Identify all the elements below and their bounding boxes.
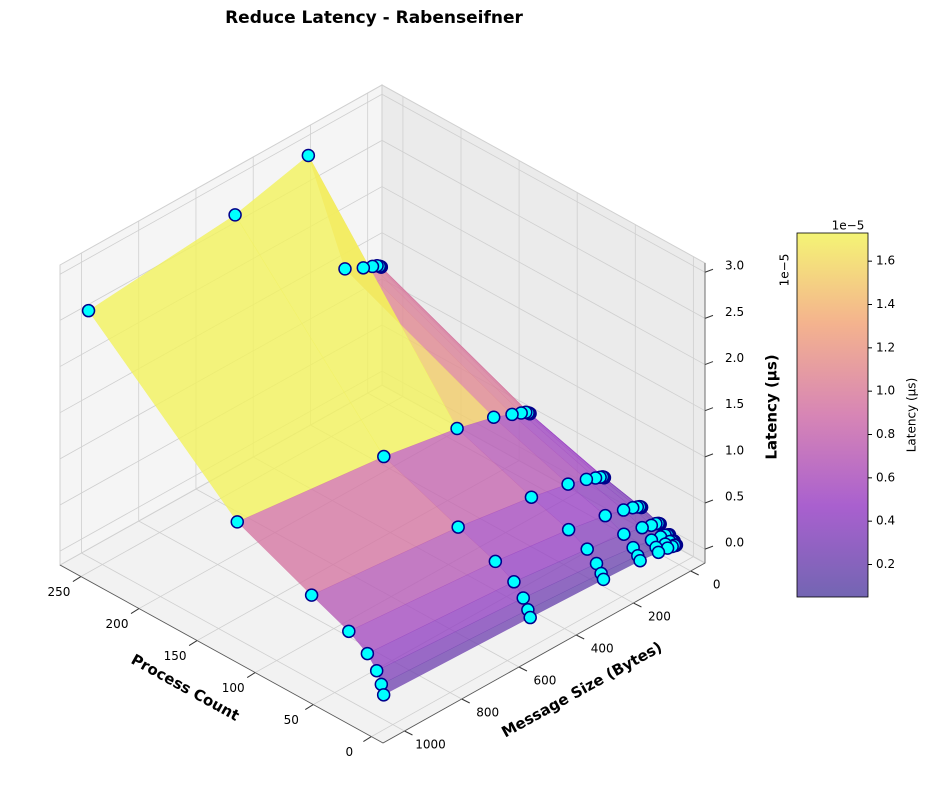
data-point xyxy=(523,610,537,625)
y-tick-label: 150 xyxy=(164,649,187,663)
x-tick-label: 1000 xyxy=(415,738,446,752)
data-point xyxy=(516,591,530,605)
data-point xyxy=(301,148,316,163)
grid-line xyxy=(59,93,383,275)
grid-line xyxy=(371,556,694,737)
data-point xyxy=(369,663,384,678)
x-tick-label: 800 xyxy=(476,706,499,720)
y-tick xyxy=(130,608,140,614)
z-tick xyxy=(704,499,714,504)
data-point xyxy=(304,588,319,602)
x-tick xyxy=(633,602,642,608)
z-offset-label: 1e−5 xyxy=(778,254,792,287)
chart-title: Reduce Latency - Rabenseifner xyxy=(225,8,523,28)
z-tick-label: 2.5 xyxy=(725,305,744,319)
y-tick-label: 200 xyxy=(106,617,129,631)
x-tick xyxy=(690,570,699,576)
colorbar-tick-label: 0.4 xyxy=(876,514,895,528)
data-point xyxy=(596,572,611,587)
grid-line xyxy=(381,278,706,458)
z-tick-label: 1.0 xyxy=(725,443,744,457)
axis-line xyxy=(59,564,384,744)
z-tick-label: 1.5 xyxy=(725,397,744,411)
grid-line xyxy=(381,93,706,273)
colorbar-tick-label: 1.6 xyxy=(876,254,895,268)
y-tick-label: 100 xyxy=(222,681,245,695)
data-point xyxy=(376,688,391,702)
x-tick-label: 0 xyxy=(713,578,721,592)
data-point xyxy=(633,553,647,568)
data-point xyxy=(81,303,96,318)
z-tick-label: 2.0 xyxy=(725,351,744,365)
z-tick xyxy=(704,407,714,412)
data-point xyxy=(338,262,352,276)
y-tick xyxy=(188,640,198,646)
grid-line xyxy=(381,186,706,365)
z-tick xyxy=(704,361,714,366)
data-point xyxy=(356,261,371,275)
y-tick xyxy=(305,704,314,711)
grid-line xyxy=(381,140,706,319)
x-tick-label: 200 xyxy=(648,610,671,624)
z-tick-label: 3.0 xyxy=(725,259,744,273)
x-tick-label: 600 xyxy=(534,674,557,688)
y-tick xyxy=(246,672,256,678)
colorbar xyxy=(796,232,869,598)
y-tick-label: 50 xyxy=(284,713,299,727)
data-point xyxy=(617,527,631,541)
x-tick xyxy=(575,634,585,640)
z-tick xyxy=(704,545,714,550)
y-tick-label: 250 xyxy=(47,585,70,599)
colorbar-tick-label: 0.6 xyxy=(876,470,895,484)
data-point xyxy=(451,520,465,534)
x-tick xyxy=(461,698,470,704)
x-tick xyxy=(518,666,528,672)
data-point xyxy=(579,472,594,487)
y-tick-label: 0 xyxy=(346,745,354,759)
z-tick xyxy=(704,453,714,458)
z-tick xyxy=(704,314,714,319)
x-tick xyxy=(404,730,413,736)
colorbar-tick-label: 1.4 xyxy=(876,297,895,311)
x-tick-label: 400 xyxy=(591,642,614,656)
y-tick xyxy=(363,736,372,743)
data-point xyxy=(486,410,501,425)
z-tick xyxy=(704,268,714,273)
z-tick-label: 0.0 xyxy=(725,536,744,550)
data-point xyxy=(524,490,539,504)
colorbar-tick-label: 0.2 xyxy=(876,557,895,571)
colorbar-offset-label: 1e−5 xyxy=(832,219,865,233)
axis-line xyxy=(382,562,706,744)
data-point xyxy=(561,477,575,491)
z-tick-label: 0.5 xyxy=(725,490,744,504)
data-point xyxy=(450,421,464,436)
data-point xyxy=(377,449,391,464)
data-point xyxy=(580,542,594,556)
colorbar-tick-label: 1.2 xyxy=(876,340,895,354)
data-point xyxy=(598,508,613,523)
data-point xyxy=(488,554,503,569)
data-point xyxy=(360,646,375,661)
data-point xyxy=(505,407,519,422)
data-point xyxy=(228,208,242,222)
data-point xyxy=(342,624,356,639)
grid-line xyxy=(81,552,405,732)
y-tick xyxy=(72,576,82,582)
colorbar-tick-label: 0.8 xyxy=(876,427,895,441)
data-point xyxy=(230,515,245,529)
data-point xyxy=(616,503,631,517)
colorbar-tick-label: 1.0 xyxy=(876,384,895,398)
colorbar-label: Latency (μs) xyxy=(905,378,919,453)
data-point xyxy=(635,520,649,535)
grid-line xyxy=(381,232,706,412)
z-axis-label: Latency (μs) xyxy=(763,354,781,459)
data-point xyxy=(561,522,576,537)
data-point xyxy=(507,575,521,589)
data-point xyxy=(651,545,666,560)
